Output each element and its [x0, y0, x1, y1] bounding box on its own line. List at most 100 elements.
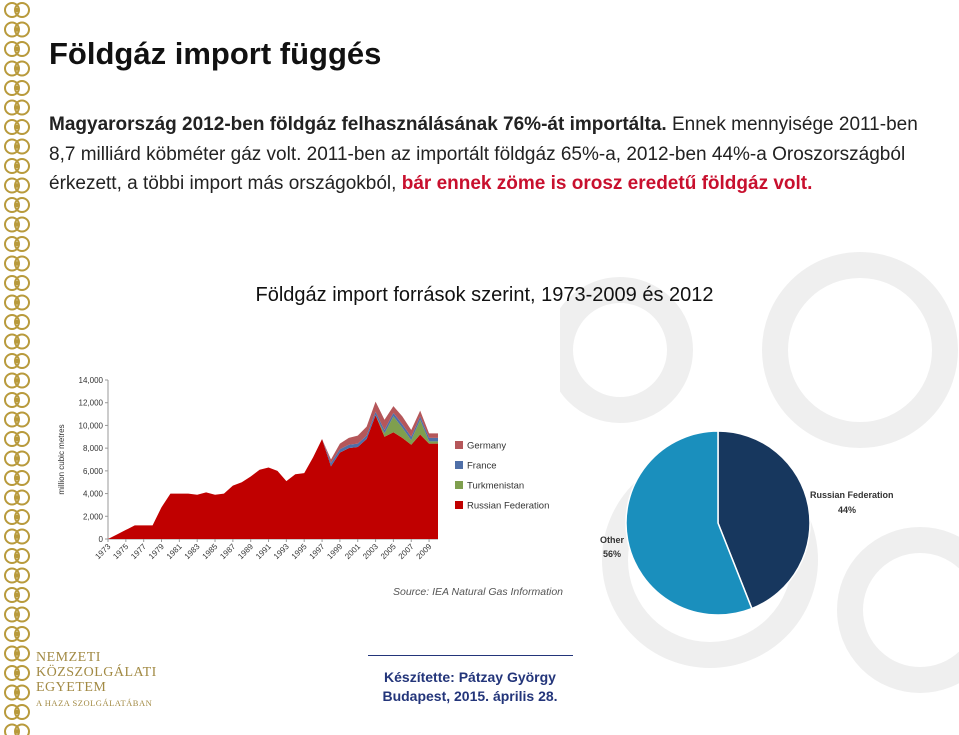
border-knot	[4, 99, 30, 116]
y-tick-label: 4,000	[83, 490, 104, 499]
x-tick-label: 1999	[325, 542, 344, 561]
border-knot	[4, 333, 30, 350]
border-knot	[4, 255, 30, 272]
border-knot	[4, 314, 30, 330]
logo-tagline: A HAZA SZOLGÁLATÁBAN	[36, 698, 153, 708]
page-title: Földgáz import függés	[49, 36, 382, 71]
border-knot	[4, 392, 30, 408]
legend-swatch	[455, 441, 463, 449]
chart-source-note: Source: IEA Natural Gas Information	[393, 586, 563, 598]
border-knot	[4, 236, 30, 252]
x-tick-label: 1975	[111, 542, 130, 561]
x-tick-label: 1997	[308, 542, 327, 561]
author-credit: Készítette: Pátzay György Budapest, 2015…	[360, 655, 580, 706]
border-knot	[4, 528, 30, 545]
border-knot	[4, 275, 30, 291]
border-knot	[4, 450, 30, 467]
border-knot	[4, 704, 30, 720]
x-tick-label: 1989	[236, 542, 255, 561]
y-tick-label: 0	[99, 535, 104, 544]
legend-label: France	[467, 461, 497, 472]
border-knot	[4, 567, 30, 584]
x-tick-label: 1983	[183, 542, 202, 561]
border-knot	[4, 119, 30, 135]
pie-slice-russian-federation	[717, 430, 811, 610]
y-tick-label: 12,000	[79, 399, 104, 408]
x-tick-label: 2005	[379, 542, 398, 561]
university-logo: NEMZETI KÖZSZOLGÁLATI EGYETEM A HAZA SZO…	[36, 650, 166, 708]
chart-subtitle: Földgáz import források szerint, 1973-20…	[255, 284, 714, 306]
x-tick-label: 1977	[129, 542, 148, 561]
border-knot	[4, 470, 30, 486]
legend-label: Russian Federation	[467, 501, 549, 512]
x-tick-label: 2009	[415, 542, 434, 561]
border-knot	[4, 197, 30, 213]
border-knot	[4, 80, 30, 96]
legend-swatch	[455, 501, 463, 509]
border-knot	[4, 353, 30, 369]
y-tick-label: 10,000	[79, 421, 104, 430]
credit-author: Készítette: Pátzay György	[384, 669, 556, 685]
border-knot	[4, 41, 30, 57]
border-knot	[4, 626, 30, 642]
x-tick-label: 2007	[397, 542, 416, 561]
pie-label-russian-federation: Russian Federation	[810, 490, 894, 500]
intro-paragraph: Magyarország 2012-ben földgáz felhasznál…	[49, 110, 929, 199]
x-tick-label: 2003	[361, 542, 380, 561]
x-tick-label: 1995	[290, 542, 309, 561]
x-tick-label: 1979	[147, 542, 166, 561]
border-knot	[4, 723, 30, 735]
border-knot	[4, 158, 30, 174]
border-knot	[4, 509, 30, 525]
credit-divider	[367, 655, 573, 656]
border-knot	[4, 411, 30, 428]
border-knot	[4, 60, 30, 77]
legend-label: Turkmenistan	[467, 481, 524, 492]
x-tick-label: 1987	[218, 542, 237, 561]
x-tick-label: 2001	[343, 542, 362, 561]
border-knot	[4, 216, 30, 233]
logo-line-2: KÖZSZOLGÁLATI	[36, 665, 157, 680]
border-knot	[4, 489, 30, 506]
pie-label-other-pct: 56%	[603, 549, 621, 559]
credit-date: Budapest, 2015. április 28.	[382, 688, 558, 704]
import-share-pie-chart: Russian Federation 44% Other 56%	[600, 430, 894, 616]
border-knot	[4, 372, 30, 389]
border-knot	[4, 138, 30, 155]
logo-line-1: NEMZETI	[36, 650, 101, 665]
border-knot	[4, 587, 30, 603]
pie-label-other: Other	[600, 535, 625, 545]
y-axis-label: million cubic metres	[57, 424, 66, 494]
x-tick-label: 1985	[200, 542, 219, 561]
y-tick-label: 2,000	[83, 512, 104, 521]
y-tick-label: 14,000	[79, 376, 104, 385]
x-tick-label: 1993	[272, 542, 291, 561]
x-tick-label: 1981	[165, 542, 184, 561]
area-series-russian-federation	[108, 415, 438, 539]
border-knot	[4, 665, 30, 681]
pie-label-russian-federation-pct: 44%	[838, 505, 856, 515]
logo-line-3: EGYETEM	[36, 680, 107, 695]
border-knot	[4, 606, 30, 623]
legend-label: Germany	[467, 441, 506, 452]
y-tick-label: 8,000	[83, 444, 104, 453]
intro-red-highlight: bár ennek zöme is orosz eredetű földgáz …	[401, 173, 813, 194]
x-tick-label: 1973	[93, 542, 112, 561]
border-knot	[4, 548, 30, 564]
import-sources-area-chart: 0 2,000 4,000 6,000 8,000 10,000 12,000 14,000 m…	[57, 376, 563, 598]
border-knot	[4, 294, 30, 311]
intro-bold-lead: Magyarország 2012-ben földgáz felhasznál…	[49, 114, 667, 135]
border-knot	[4, 645, 30, 662]
legend-swatch	[455, 481, 463, 489]
legend-swatch	[455, 461, 463, 469]
border-knot	[4, 21, 30, 38]
border-knot	[4, 684, 30, 701]
pie-slice-other	[625, 430, 753, 616]
y-tick-label: 6,000	[83, 467, 104, 476]
border-knot	[4, 431, 30, 447]
border-knot	[4, 2, 30, 18]
border-knot	[4, 177, 30, 194]
intro-body-text: Ennek mennyisége 2011-ben 8,7 milliárd k…	[49, 114, 918, 194]
decorative-border	[4, 2, 30, 735]
x-tick-label: 1991	[254, 542, 273, 561]
